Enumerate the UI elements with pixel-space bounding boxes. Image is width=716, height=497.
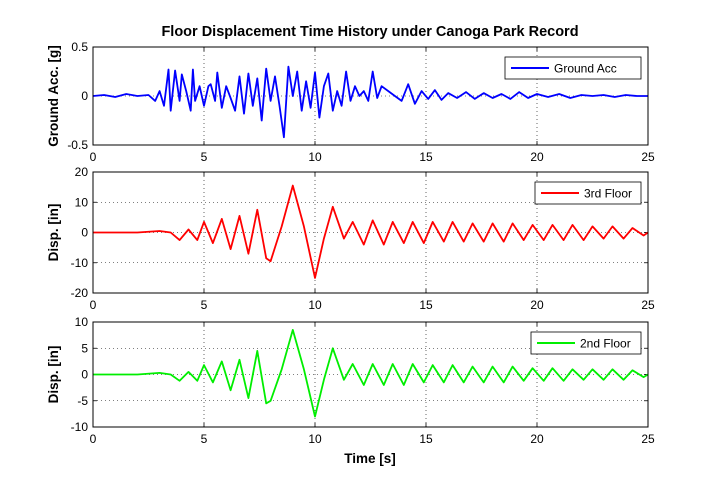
figure-title: Floor Displacement Time History under Ca… xyxy=(161,24,578,40)
x-tick-label: 20 xyxy=(530,432,544,446)
y-tick-label: -5 xyxy=(77,394,88,408)
subplot-2: 0 5 10 15 20 25 -20 -10 0 10 20 Disp. [in] 3rd Floor xyxy=(46,165,655,312)
x-tick-label: 10 xyxy=(308,150,322,164)
subplot-3: 0 5 10 15 20 25 -10 -5 0 5 10 Disp. [in] 2nd Floor xyxy=(46,315,655,446)
series-line-1 xyxy=(93,184,649,279)
legend: Ground Acc xyxy=(504,56,642,80)
x-axis-label: Time [s] xyxy=(344,451,396,466)
legend-box xyxy=(504,56,642,80)
y-axis-label: Disp. [in] xyxy=(46,204,61,262)
axes-frame xyxy=(92,321,649,428)
x-tick-label: 0 xyxy=(90,298,97,312)
x-tick-label: 5 xyxy=(201,150,208,164)
x-tick-label: 25 xyxy=(641,432,655,446)
y-tick-label: -10 xyxy=(71,420,89,434)
x-tick-label: 10 xyxy=(308,298,322,312)
legend-box xyxy=(530,331,642,355)
y-tick-label: -0.5 xyxy=(67,138,88,152)
x-tick-label: 0 xyxy=(90,150,97,164)
y-tick-label: 10 xyxy=(75,315,89,329)
legend-label: 2nd Floor xyxy=(580,337,631,351)
legend: 3rd Floor xyxy=(534,181,642,205)
legend-label: 3rd Floor xyxy=(584,187,632,201)
series-line-1 xyxy=(92,65,648,139)
y-tick-label: 20 xyxy=(75,165,89,179)
x-tick-label: 20 xyxy=(530,150,544,164)
x-tick-label: 25 xyxy=(641,150,655,164)
x-tick-label: 15 xyxy=(419,150,433,164)
x-tick-label: 15 xyxy=(419,432,433,446)
y-tick-label: -10 xyxy=(71,256,89,270)
x-tick-label: 10 xyxy=(308,432,322,446)
y-tick-label: 0 xyxy=(81,226,88,240)
y-tick-label: 0 xyxy=(81,89,88,103)
legend: 2nd Floor xyxy=(530,331,642,355)
y-tick-label: 0.5 xyxy=(71,40,88,54)
y-tick-label: -20 xyxy=(71,286,89,300)
x-tick-label: 5 xyxy=(201,432,208,446)
axes-frame xyxy=(92,171,649,294)
y-tick-label: 5 xyxy=(81,341,88,355)
y-axis-label: Ground Acc. [g] xyxy=(46,45,61,147)
legend-label: Ground Acc xyxy=(554,62,617,76)
series-line-1 xyxy=(93,328,649,418)
y-tick-label: 0 xyxy=(81,368,88,382)
x-tick-label: 25 xyxy=(641,298,655,312)
x-tick-label: 5 xyxy=(201,298,208,312)
legend-box xyxy=(534,181,642,205)
x-tick-label: 15 xyxy=(419,298,433,312)
y-tick-label: 10 xyxy=(75,195,89,209)
axes-frame xyxy=(92,46,649,146)
y-axis-label: Disp. [in] xyxy=(46,346,61,404)
x-tick-label: 0 xyxy=(90,432,97,446)
x-tick-label: 20 xyxy=(530,298,544,312)
